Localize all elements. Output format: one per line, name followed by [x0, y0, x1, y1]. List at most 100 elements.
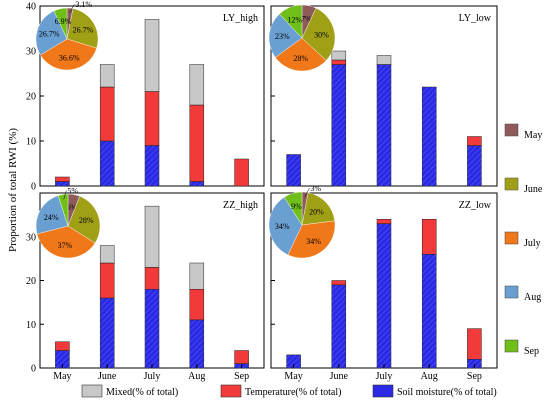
pie-slice-sep: [53, 7, 68, 40]
pie-slice-aug: [268, 13, 303, 58]
legend-label-may: May: [524, 130, 542, 141]
y-tick-label: 30: [26, 47, 36, 58]
x-tick-label-july: July: [376, 371, 393, 382]
bar-temperature-aug: [189, 289, 205, 321]
pie-leader-line: [69, 4, 75, 13]
pie-label-sep: 12%: [287, 16, 302, 25]
bar-temperature-july: [144, 267, 160, 290]
y-tick-label: 20: [26, 92, 36, 103]
pie-slice-june: [66, 8, 99, 49]
pie-legend: May June July Aug Sep: [504, 123, 543, 357]
pie-label-sep: 5%: [67, 186, 78, 195]
pie-label-july: 37%: [58, 241, 73, 250]
pie-slice-sep: [279, 4, 303, 39]
pie-slice-june: [301, 7, 336, 61]
x-tick-label-june: June: [330, 371, 349, 382]
legend-label-mixed: Mixed(% of total): [106, 387, 178, 398]
bar-mixed-aug: [189, 64, 205, 106]
pie-slice-sep: [57, 193, 69, 227]
bar-hatch-june: [331, 64, 346, 186]
bar-temperature-june: [99, 262, 115, 299]
legend-swatch-mixed: [81, 384, 103, 398]
pie-label-aug: 26.7%: [39, 30, 60, 39]
panel-zz_high: 0 10 20 30 May June July Aug Sep ZZ_high 6%28% 37% 2…: [26, 186, 265, 382]
bar-temperature-july: [376, 219, 392, 224]
bar-temperature-sep: [234, 158, 249, 187]
y-axis-label: Proportion of total RWI (%): [7, 128, 19, 252]
pie-label-june: 26.7%: [73, 25, 94, 34]
panel-title: ZZ_high: [223, 200, 258, 211]
panel-zz_low: May June July Aug Sep ZZ_low 3% 20% 34% 34% 9%: [268, 184, 498, 382]
x-tick-label-june: June: [98, 371, 117, 382]
bar-legend: Mixed(% of total) Temperature(% of total)…: [81, 384, 497, 398]
pie-label-aug: 24%: [44, 213, 59, 222]
y-tick-label: 0: [31, 364, 36, 375]
bar-temperature-may: [55, 176, 70, 182]
bar-hatch-aug: [189, 181, 204, 186]
x-tick-label-sep: Sep: [234, 371, 249, 382]
y-tick-label: 30: [26, 232, 36, 243]
bar-hatch-july: [145, 289, 159, 368]
pie-label-july: 36.6%: [59, 53, 80, 62]
panel-title: LY_high: [223, 13, 258, 24]
x-tick-label-sep: Sep: [467, 371, 482, 382]
bar-hatch-june: [331, 284, 346, 368]
pie-slice-sep: [284, 191, 303, 226]
pie-label-aug: 34%: [275, 222, 290, 231]
bar-mixed-july: [144, 205, 160, 268]
pie-label-june: 28%: [79, 216, 94, 225]
bar-hatch-july: [145, 145, 159, 186]
bar-temperature-aug: [189, 104, 205, 182]
pie-label-sep: 6.9%: [55, 17, 72, 26]
legend-swatch-soil: [372, 384, 394, 398]
y-tick-label: 40: [26, 2, 36, 13]
bar-temperature-sep: [234, 350, 249, 364]
legend-label-sep: Sep: [524, 346, 539, 357]
bar-temperature-may: [55, 341, 70, 351]
bar-mixed-aug: [189, 262, 205, 290]
y-tick-label: 10: [26, 137, 36, 148]
bar-mixed-june: [99, 245, 115, 264]
bar-temperature-june: [331, 59, 347, 65]
bar-temperature-july: [144, 91, 160, 146]
panel-ly_low: LY_low 7%30% 28% 23% 12%: [268, 4, 498, 187]
pie-slice-july: [275, 37, 327, 72]
bar-temperature-aug: [421, 219, 437, 255]
pie-label-may: 3%: [310, 184, 321, 193]
pie-label-june: 30%: [314, 30, 329, 39]
bar-hatch-may: [55, 350, 70, 368]
legend-swatch-july: [504, 231, 519, 245]
pie-leader-line: [63, 190, 67, 200]
bar-mixed-june: [331, 50, 347, 61]
legend-label-soil: Soil moisture(% of total): [397, 387, 497, 398]
bar-hatch-june: [100, 298, 115, 368]
legend-label-june: June: [524, 184, 543, 195]
x-tick-label-may: May: [284, 371, 302, 382]
pie-label-sep: 9%: [291, 202, 302, 211]
bar-hatch-july: [377, 64, 391, 186]
legend-label-july: July: [524, 238, 541, 249]
bar-temperature-sep: [467, 136, 482, 146]
bar-hatch-aug: [422, 254, 437, 368]
y-tick-label: 0: [31, 182, 36, 193]
legend-swatch-aug: [504, 285, 519, 299]
bar-hatch-aug: [422, 87, 437, 186]
bar-hatch-aug: [189, 319, 204, 368]
pie-slice-aug: [35, 195, 69, 235]
x-tick-label-aug: Aug: [188, 371, 205, 382]
bar-mixed-june: [99, 64, 115, 88]
x-tick-label-may: May: [53, 371, 71, 382]
pie-label-july: 34%: [306, 237, 321, 246]
panel-title: LY_low: [459, 13, 492, 24]
x-tick-label-july: July: [144, 371, 161, 382]
panel-title: ZZ_low: [459, 200, 492, 211]
pie-label-june: 20%: [309, 207, 324, 216]
bar-mixed-july: [376, 55, 392, 65]
pie-label-may: 3.1%: [75, 0, 92, 9]
legend-swatch-sep: [504, 339, 519, 353]
pie-label-july: 28%: [293, 54, 308, 63]
